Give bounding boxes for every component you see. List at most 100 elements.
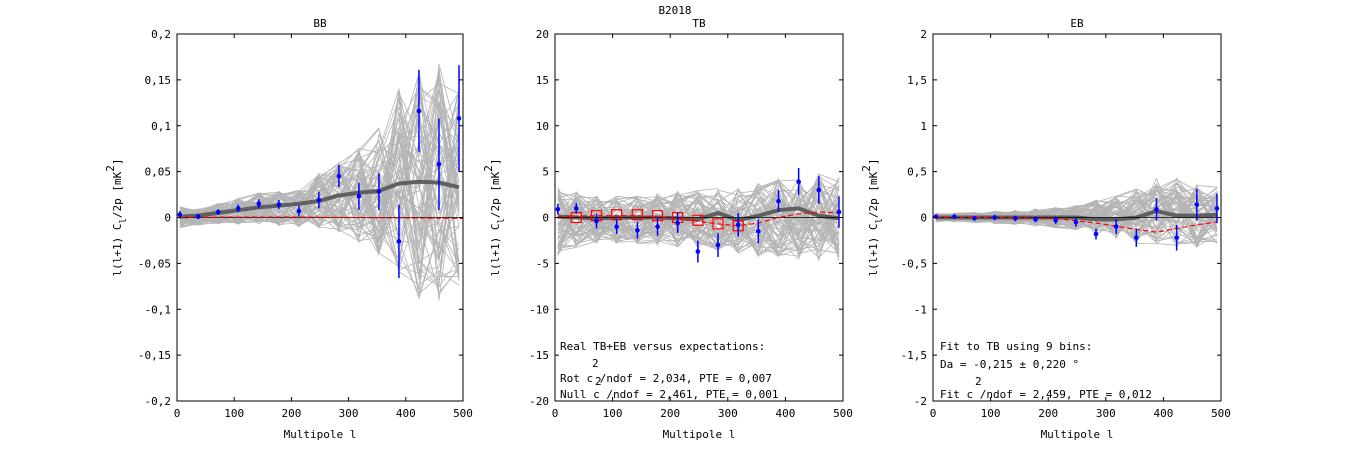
data-point <box>952 214 957 219</box>
data-point <box>614 224 619 229</box>
data-point <box>436 161 442 167</box>
data-point <box>735 222 741 228</box>
simulation-line <box>179 105 460 238</box>
data-point <box>635 228 640 233</box>
y-tick-label: -10 <box>529 303 549 316</box>
data-point <box>376 189 382 195</box>
x-tick-label: 500 <box>1211 407 1231 420</box>
y-tick-label: -0,2 <box>145 395 172 408</box>
data-point <box>776 198 781 204</box>
simulation-line <box>179 169 460 275</box>
data-point <box>396 239 402 244</box>
data-point <box>695 249 701 254</box>
x-axis-label: Multipole l <box>1041 428 1114 441</box>
y-tick-label: 5 <box>542 166 549 179</box>
data-point <box>574 206 579 211</box>
data-point <box>1033 217 1038 222</box>
x-tick-label: 300 <box>718 407 738 420</box>
x-tick-label: 300 <box>339 407 359 420</box>
y-tick-label: 0,5 <box>907 166 927 179</box>
y-tick-label: -1,5 <box>901 349 928 362</box>
data-point <box>1073 219 1079 225</box>
simulation-line <box>557 176 840 257</box>
x-tick-label: 400 <box>1153 407 1173 420</box>
y-tick-label: -1 <box>914 303 927 316</box>
data-point <box>1194 202 1200 207</box>
data-point <box>1113 224 1119 229</box>
panel-title: BB <box>313 17 327 30</box>
y-tick-label: -15 <box>529 349 549 362</box>
simulation-line <box>179 85 460 256</box>
annotation-line: Fit c /ndof = 2,459, PTE = 0,012 <box>940 388 1152 401</box>
x-tick-label: 200 <box>281 407 301 420</box>
data-point <box>356 194 362 199</box>
x-axis-label: Multipole l <box>284 428 357 441</box>
y-tick-label: -0,1 <box>145 303 172 316</box>
x-tick-label: 500 <box>453 407 473 420</box>
annotation-superscript: 2 <box>592 357 599 370</box>
y-tick-label: 15 <box>536 74 549 87</box>
annotation-line: Da = -0,215 ± 0,220 ° <box>940 358 1079 371</box>
x-tick-label: 0 <box>930 407 937 420</box>
y-tick-label: 1,5 <box>907 74 927 87</box>
data-point <box>1013 216 1018 221</box>
sim-mean-line <box>557 206 840 223</box>
data-point <box>816 187 822 193</box>
x-tick-label: 100 <box>603 407 623 420</box>
simulation-line <box>557 212 840 258</box>
data-point <box>276 202 282 207</box>
simulation-line <box>557 178 840 239</box>
simulation-line <box>179 175 460 259</box>
data-point <box>992 215 997 220</box>
rotation-marker <box>712 218 724 230</box>
data-point <box>715 242 721 248</box>
data-point <box>972 216 977 221</box>
y-tick-label: 0 <box>920 212 927 225</box>
x-tick-label: 400 <box>775 407 795 420</box>
y-tick-label: 0 <box>542 212 549 225</box>
y-tick-label: 0,2 <box>151 28 171 41</box>
y-tick-label: -0,05 <box>138 257 171 270</box>
annotation-line: Rot c /ndof = 2,034, PTE = 0,007 <box>560 372 772 385</box>
data-point <box>594 218 599 224</box>
simulation-line <box>179 89 460 251</box>
y-axis-label: l(l+1) Cl/2p [mK2] <box>860 158 885 276</box>
chart-panel-eb: -2 -1,5 -1 -0,5 0 0,5 1 1,5 2 0 100 200 300 400 500 EB M… <box>860 17 1231 441</box>
y-tick-label: 2 <box>920 28 927 41</box>
y-tick-label: 0,1 <box>151 120 171 133</box>
x-tick-label: 500 <box>833 407 853 420</box>
chart-panel-bb: -0,2 -0,15 -0,1 -0,05 0 0,05 0,1 0,15 0,2 0 100 200… <box>104 17 473 441</box>
expectation-line <box>179 216 464 220</box>
data-point <box>336 173 342 179</box>
annotation-superscript: 2 <box>975 375 982 388</box>
y-tick-label: -2 <box>914 395 927 408</box>
y-axis-label: l(l+1) Cl/2p [mK2] <box>104 158 129 276</box>
data-point <box>456 116 462 121</box>
rotation-marker <box>631 209 643 221</box>
x-tick-label: 0 <box>174 407 181 420</box>
data-point <box>675 220 680 226</box>
panel-title: EB <box>1070 17 1084 30</box>
data-point <box>195 214 201 219</box>
data-point <box>1174 235 1179 240</box>
x-tick-label: 100 <box>224 407 244 420</box>
panel-title: TB <box>692 17 706 30</box>
x-axis-label: Multipole l <box>663 428 736 441</box>
y-tick-label: -0,15 <box>138 349 171 362</box>
annotation-line: Fit to TB using 9 bins: <box>940 340 1092 353</box>
data-point <box>256 201 262 207</box>
data-point <box>796 179 801 185</box>
y-tick-label: -20 <box>529 395 549 408</box>
annotation-line: Null c /ndof = 2,461, PTE = 0,001 <box>560 388 779 401</box>
y-tick-label: -5 <box>536 257 549 270</box>
data-point <box>555 206 561 212</box>
figure-title: B2018 <box>658 4 691 17</box>
data-point <box>655 224 660 229</box>
simulation-line <box>557 179 840 254</box>
data-point <box>1134 235 1139 240</box>
y-tick-label: -0,5 <box>901 257 928 270</box>
simulation-line <box>557 180 840 255</box>
data-point <box>836 209 842 215</box>
annotation-line: Real TB+EB versus expectations: <box>560 340 765 353</box>
